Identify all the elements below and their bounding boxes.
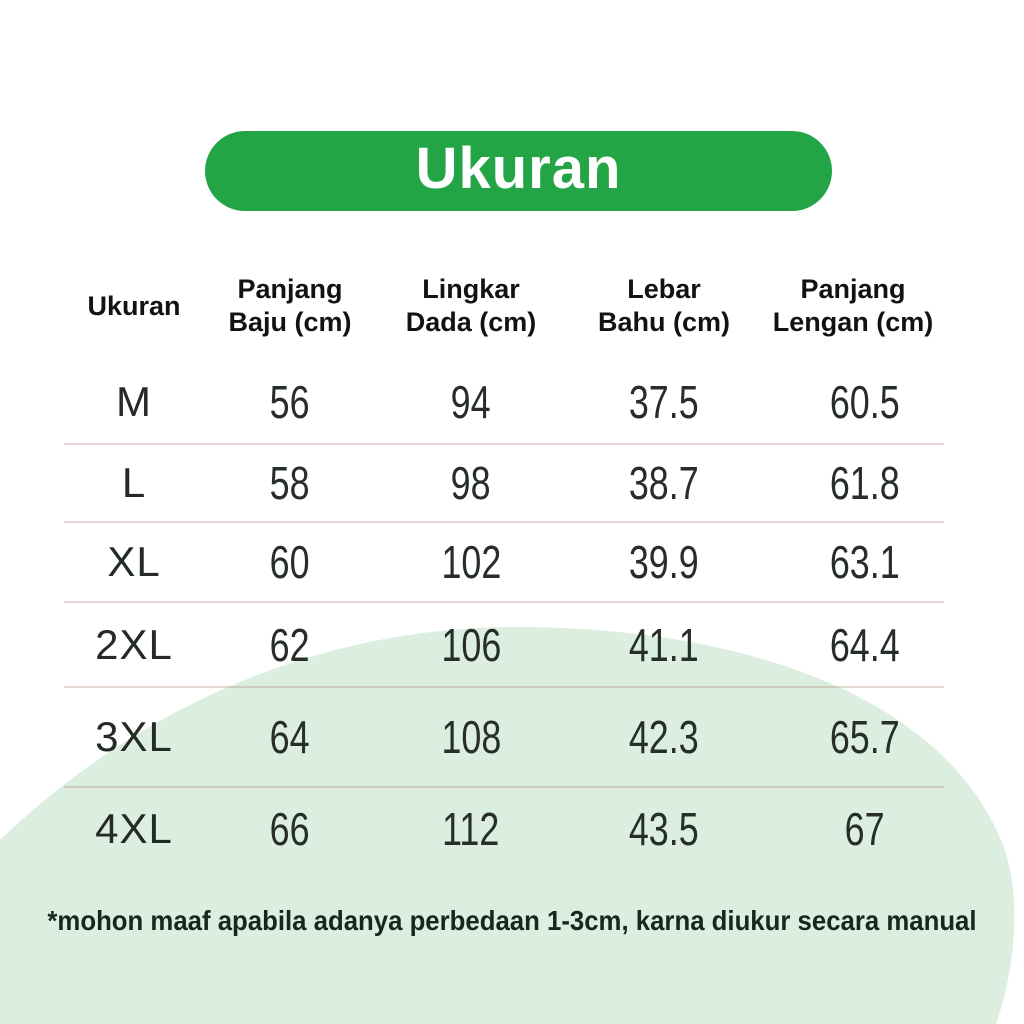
panjang-baju-value: 66 [270, 803, 310, 855]
panjang-baju-value: 58 [270, 457, 310, 509]
column-header-lingkar-dada: Lingkar Dada (cm) [405, 274, 537, 337]
title-pill: Ukuran [205, 131, 832, 211]
panjang-lengan-value: 67 [845, 803, 885, 855]
lingkar-dada-value: 94 [451, 375, 491, 428]
column-header-panjang-baju: Panjang Baju (cm) [228, 274, 352, 337]
table-row-xl: XL 60 102 39.9 63.1 [64, 523, 944, 603]
lingkar-dada-value: 108 [441, 711, 501, 763]
lebar-bahu-value: 42.3 [629, 711, 699, 763]
panjang-baju-value: 56 [270, 375, 310, 428]
panjang-baju-value: 64 [270, 711, 310, 763]
lingkar-dada-value: 102 [441, 536, 501, 588]
table-row-2xl: 2XL 62 106 41.1 64.4 [64, 603, 944, 688]
lingkar-dada-value: 112 [442, 803, 500, 855]
column-header-lebar-bahu: Lebar Bahu (cm) [597, 274, 730, 337]
panjang-lengan-value: 61.8 [830, 457, 900, 509]
table-row-4xl: 4XL 66 112 43.5 67 [64, 788, 944, 870]
lebar-bahu-value: 38.7 [629, 457, 699, 509]
table-header-row: Ukuran Panjang Baju (cm) Lingkar Dada (c… [64, 252, 944, 360]
lebar-bahu-value: 37.5 [629, 375, 699, 428]
table-row-3xl: 3XL 64 108 42.3 65.7 [64, 688, 944, 788]
lebar-bahu-value: 41.1 [629, 618, 699, 671]
size-label: M [116, 377, 152, 425]
lingkar-dada-value: 98 [451, 457, 491, 509]
lingkar-dada-value: 106 [441, 618, 501, 671]
panjang-baju-value: 62 [270, 618, 310, 671]
table-row-l: L 58 98 38.7 61.8 [64, 445, 944, 523]
column-header-ukuran: Ukuran [87, 290, 181, 321]
column-header-panjang-lengan: Panjang Lengan (cm) [772, 274, 934, 337]
panjang-lengan-value: 60.5 [830, 375, 900, 428]
lebar-bahu-value: 43.5 [629, 803, 699, 855]
size-label: XL [107, 538, 161, 585]
size-label: 4XL [95, 805, 173, 852]
panjang-lengan-value: 63.1 [830, 536, 900, 588]
size-label: L [121, 459, 147, 506]
panjang-baju-value: 60 [270, 536, 310, 588]
panjang-lengan-value: 64.4 [830, 618, 900, 671]
panjang-lengan-value: 65.7 [830, 711, 900, 763]
page-title: Ukuran [415, 136, 622, 201]
table-row-m: M 56 94 37.5 60.5 [64, 360, 944, 445]
size-label: 3XL [95, 713, 173, 760]
lebar-bahu-value: 39.9 [629, 536, 699, 588]
size-table: Ukuran Panjang Baju (cm) Lingkar Dada (c… [64, 252, 944, 870]
footnote-text: *mohon maaf apabila adanya perbedaan 1-3… [47, 905, 977, 936]
size-label: 2XL [95, 620, 173, 668]
footnote: *mohon maaf apabila adanya perbedaan 1-3… [0, 905, 1024, 937]
